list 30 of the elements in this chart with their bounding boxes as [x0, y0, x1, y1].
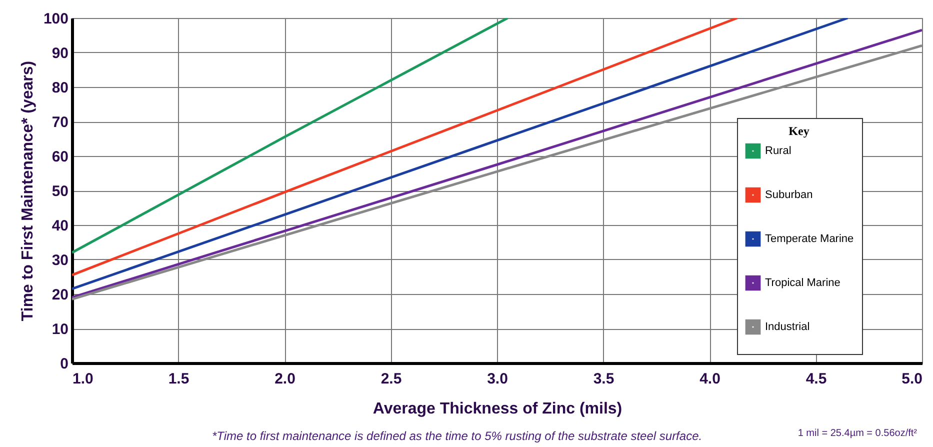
x-tick-label: 2.5: [380, 370, 402, 388]
x-tick-label: 1.5: [168, 370, 190, 388]
legend-label: Rural: [765, 145, 792, 157]
text: 1 mil = 25.4µm = 0.56oz/ft²: [798, 428, 918, 439]
x-tick-label: 5.0: [902, 370, 922, 388]
x-tick-label: 4.5: [806, 370, 827, 388]
y-tick-label: 50: [52, 183, 68, 200]
y-tick-label: 30: [52, 252, 68, 269]
legend-label: Industrial: [765, 321, 810, 333]
x-tick-label: 3.5: [593, 370, 614, 388]
x-tick-label: 1.0: [72, 370, 94, 388]
y-tick-label: 0: [60, 356, 68, 372]
y-tick-label: 70: [52, 114, 68, 131]
x-tick-label: 3.0: [487, 370, 508, 388]
legend-label: Tropical Marine: [765, 277, 840, 289]
text: *Time to first maintenance is defined as the time to 5% rusting of the substrate steel surface.: [212, 429, 702, 443]
legend-label: Temperate Marine: [765, 233, 854, 245]
x-tick-label: 2.0: [274, 370, 296, 388]
legend-title: Key: [788, 124, 810, 138]
y-tick-label: 40: [52, 218, 68, 234]
y-tick-label: 10: [52, 321, 68, 338]
y-tick-label: 80: [52, 80, 68, 96]
x-axis-title: Average Thickness of Zinc (mils): [372, 400, 622, 418]
legend-label: Suburban: [765, 189, 813, 201]
y-tick-label: 90: [52, 45, 68, 62]
y-tick-label: 100: [43, 10, 68, 28]
y-tick-label: 20: [52, 286, 68, 304]
x-tick-label: 4.0: [700, 370, 720, 388]
y-tick-label: 60: [52, 148, 68, 166]
y-axis-title: Time to First Maintenance* (years): [19, 60, 36, 322]
